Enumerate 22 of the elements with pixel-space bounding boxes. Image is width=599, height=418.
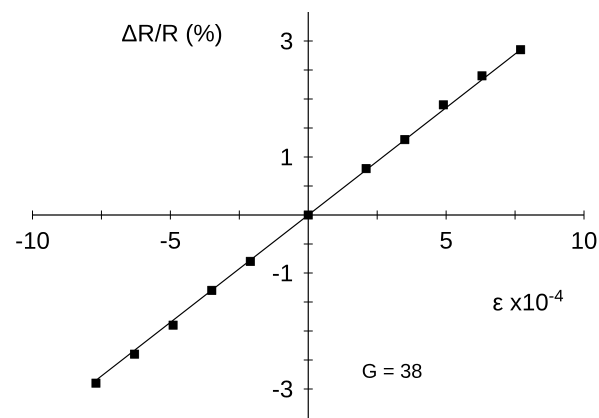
x-tick-label: 10 (572, 232, 596, 250)
x-tick-label: -10 (16, 232, 49, 250)
point (516, 45, 526, 54)
point (400, 135, 410, 144)
annotation: G = 38 (362, 364, 422, 378)
y-axis-title: ΔR/R (%) (122, 24, 222, 46)
y-tick-label: 1 (282, 148, 292, 166)
point (130, 350, 140, 359)
point (477, 71, 486, 80)
point (207, 286, 216, 295)
point (246, 256, 255, 266)
point (91, 378, 100, 388)
x-axis-title: ε x10$^{-4}$ (493, 290, 564, 311)
point (168, 320, 178, 330)
y-tick-label: -1 (272, 264, 292, 282)
point (362, 164, 371, 174)
y-tick-label: -3 (272, 380, 292, 398)
point (438, 100, 448, 110)
x-tick-label: 5 (440, 232, 452, 249)
x-tick-label: -5 (160, 232, 180, 249)
y-tick-label: 3 (280, 32, 292, 50)
point (304, 210, 313, 220)
